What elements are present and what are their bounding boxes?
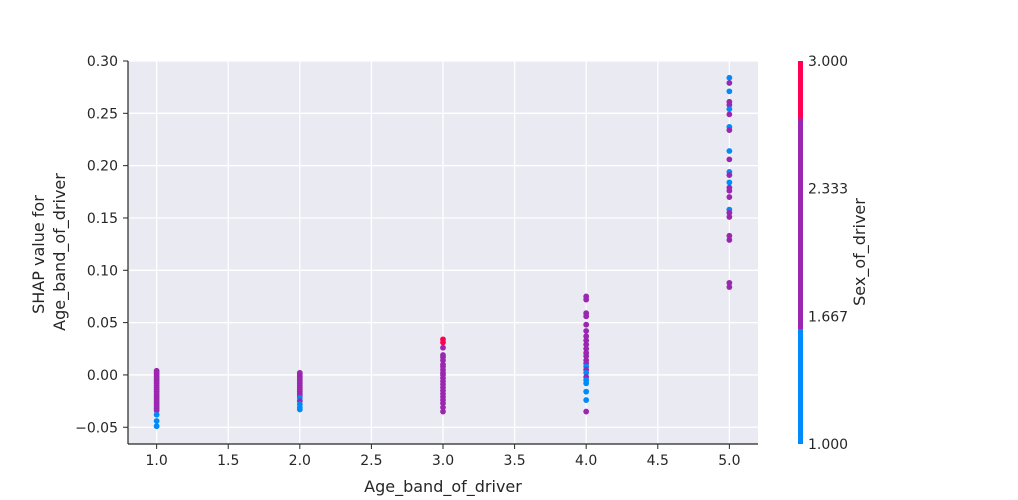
data-point: [440, 339, 446, 346]
x-tick-label: 3.0: [432, 453, 454, 469]
x-tick-label: 2.0: [289, 453, 311, 469]
data-point: [153, 407, 160, 414]
colorbar-tick-label: 1.000: [808, 437, 848, 453]
x-tick-label: 3.5: [503, 453, 525, 469]
colorbar-tick-label: 3.000: [808, 54, 848, 70]
data-point: [583, 397, 590, 403]
data-point: [583, 408, 590, 415]
data-point: [440, 344, 446, 351]
x-tick-label: 4.0: [575, 453, 597, 469]
colorbar-tick-label: 1.667: [808, 309, 848, 325]
data-point: [583, 337, 590, 344]
y-tick-label: 0.20: [87, 159, 118, 175]
y-axis-label: SHAP value for Age_band_of_driver: [29, 173, 70, 331]
data-point: [726, 179, 733, 186]
y-tick-label: 0.05: [87, 316, 118, 332]
data-point: [726, 209, 733, 216]
data-point: [440, 404, 446, 411]
data-point: [726, 187, 733, 194]
data-point: [726, 148, 733, 154]
data-point: [440, 400, 446, 407]
data-point: [583, 313, 590, 320]
x-axis-ticks: 1.0 1.5 2.0 2.5 3.0 3.5 4.0 4.5 5.0: [146, 444, 740, 469]
x-tick-label: 5.0: [718, 453, 740, 469]
colorbar-ticks: 1.000 1.667 2.333 3.000: [808, 54, 848, 453]
data-point: [726, 156, 733, 163]
data-point: [726, 284, 733, 290]
data-point: [726, 74, 733, 81]
data-point: [726, 111, 733, 118]
data-point: [726, 127, 733, 133]
data-point: [440, 408, 446, 415]
data-point: [583, 380, 590, 387]
data-point: [726, 232, 733, 239]
data-point: [583, 333, 590, 340]
y-axis-ticks: −0.05 0.00 0.05 0.10 0.15 0.20 0.25 0.30: [75, 54, 128, 436]
data-point: [726, 80, 733, 86]
data-point: [583, 345, 590, 352]
y-tick-label: 0.00: [87, 368, 118, 384]
data-point: [440, 357, 446, 364]
data-point: [726, 214, 733, 220]
data-point: [583, 388, 590, 395]
data-point: [583, 296, 590, 303]
colorbar-label: Sex_of_driver: [850, 198, 870, 306]
data-point: [726, 279, 733, 286]
data-point: [583, 369, 590, 376]
data-point: [153, 411, 160, 418]
y-axis-label-line-1: SHAP value for: [29, 195, 48, 314]
data-point: [583, 321, 590, 328]
scatter-points: [153, 74, 733, 430]
data-point: [153, 423, 160, 430]
data-point: [726, 172, 733, 178]
y-axis-label-line-2: Age_band_of_driver: [50, 173, 70, 331]
y-tick-label: 0.25: [87, 106, 118, 122]
y-tick-label: 0.15: [87, 211, 118, 227]
x-tick-label: 1.0: [146, 453, 168, 469]
data-point: [583, 341, 590, 348]
x-tick-label: 1.5: [217, 453, 239, 469]
x-tick-label: 2.5: [360, 453, 382, 469]
colorbar-tick-label: 2.333: [808, 182, 848, 198]
colorbar: [798, 61, 803, 444]
x-tick-label: 4.5: [647, 453, 669, 469]
data-point: [726, 106, 733, 113]
y-tick-label: 0.10: [87, 263, 118, 279]
data-point: [296, 406, 303, 413]
y-tick-label: 0.30: [87, 54, 118, 70]
data-point: [726, 194, 733, 200]
data-point: [583, 353, 590, 359]
data-point: [153, 418, 160, 424]
data-point: [726, 102, 733, 108]
y-tick-label: −0.05: [75, 420, 118, 436]
x-axis-label: Age_band_of_driver: [364, 477, 522, 497]
data-point: [726, 88, 733, 95]
data-point: [583, 328, 590, 334]
data-point: [726, 237, 733, 243]
